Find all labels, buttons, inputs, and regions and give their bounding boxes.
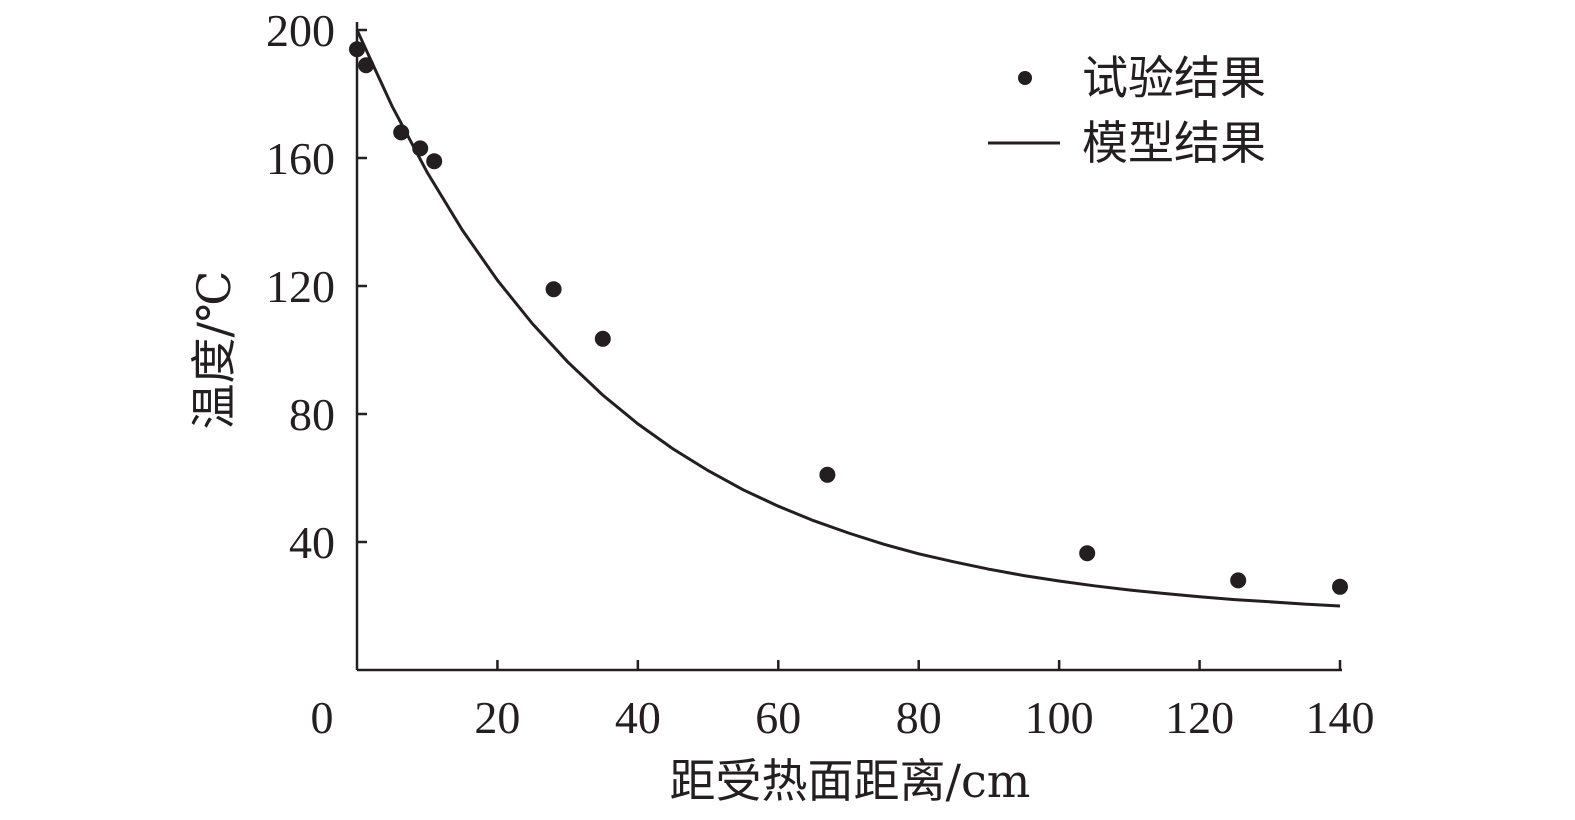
x-tick-label: 100 bbox=[1025, 692, 1094, 743]
data-point bbox=[1332, 578, 1348, 595]
x-tick-label: 0 bbox=[311, 692, 334, 743]
x-tick-label: 20 bbox=[474, 692, 520, 743]
y-axis-title: 温度/℃ bbox=[187, 271, 241, 430]
data-point bbox=[594, 330, 611, 347]
y-tick-label: 200 bbox=[266, 5, 335, 56]
x-tick-label: 140 bbox=[1306, 692, 1375, 743]
x-tick-label: 40 bbox=[615, 692, 661, 743]
y-tick-label: 120 bbox=[266, 261, 335, 312]
data-point bbox=[426, 153, 443, 170]
data-point bbox=[1230, 572, 1247, 589]
x-tick-label: 80 bbox=[896, 692, 942, 743]
x-axis-title: 距受热面距离/cm bbox=[670, 754, 1031, 808]
legend-marker-scatter bbox=[1018, 71, 1032, 85]
data-point bbox=[819, 466, 836, 483]
model-curve bbox=[355, 29, 1341, 608]
data-point bbox=[1079, 545, 1096, 562]
y-tick-label: 40 bbox=[289, 517, 335, 568]
data-point bbox=[412, 140, 429, 157]
data-point bbox=[393, 124, 410, 141]
legend-label-scatter: 试验结果 bbox=[1082, 51, 1266, 105]
x-tick-label: 120 bbox=[1165, 692, 1234, 743]
data-point bbox=[358, 57, 375, 74]
legend-label-model: 模型结果 bbox=[1082, 116, 1266, 170]
y-tick-label: 80 bbox=[289, 389, 335, 440]
x-tick-label: 60 bbox=[755, 692, 801, 743]
legend: 试验结果 模型结果 bbox=[988, 51, 1266, 170]
plot-area bbox=[349, 29, 1348, 608]
data-point bbox=[545, 281, 562, 298]
y-tick-label: 160 bbox=[266, 133, 335, 184]
axes: 0 20 40 60 80 100 120 140 40 80 120 160 200 bbox=[266, 5, 1375, 743]
